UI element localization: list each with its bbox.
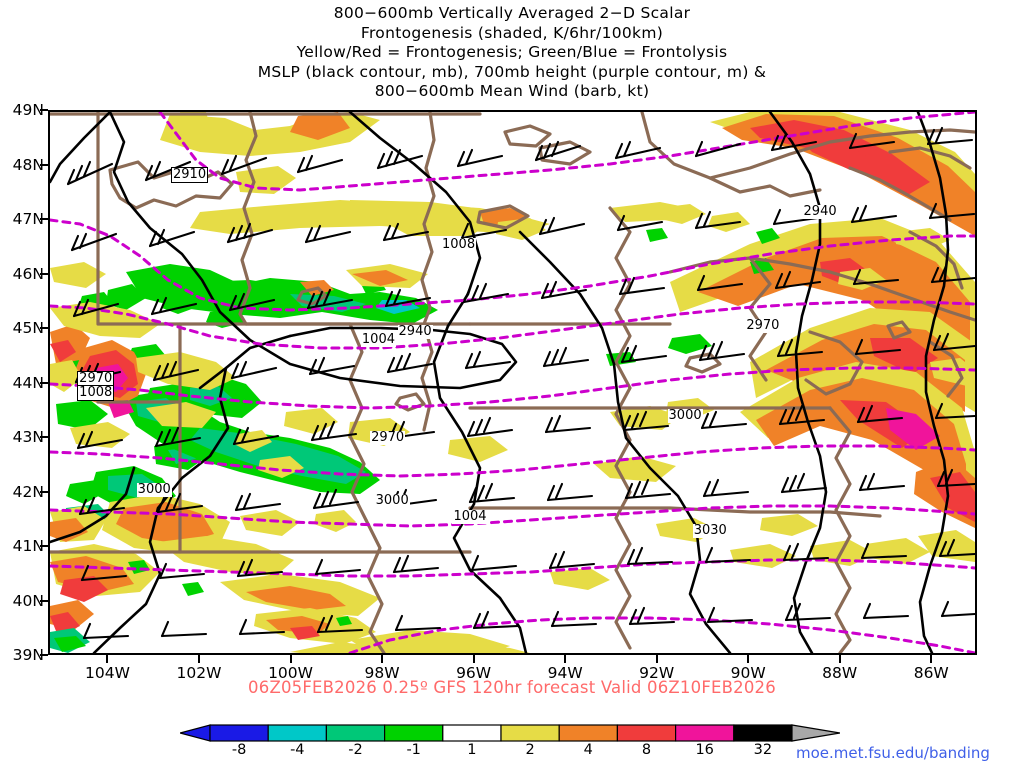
title-line-4: MSLP (black contour, mb), 700mb height (… bbox=[257, 62, 767, 81]
state-borders bbox=[50, 112, 975, 653]
y-axis-label: 44N bbox=[12, 373, 44, 392]
x-axis-tick bbox=[747, 655, 750, 663]
y-axis-label: 46N bbox=[12, 264, 44, 283]
y-axis-tick bbox=[40, 109, 48, 111]
colorbar-swatch[interactable] bbox=[558, 724, 619, 742]
colorbar-tick-label: -2 bbox=[348, 742, 363, 758]
colorbar[interactable]: -8 -4 -2 -1 1 2 4 8 16 32 bbox=[180, 722, 840, 766]
height-700mb-contours bbox=[50, 112, 975, 653]
y-axis-tick bbox=[40, 381, 48, 384]
x-axis-tick bbox=[472, 655, 475, 663]
colorbar-swatch[interactable] bbox=[384, 724, 444, 742]
colorbar-swatch[interactable] bbox=[442, 724, 502, 742]
y-axis-label: 45N bbox=[12, 319, 44, 337]
y-axis-tick bbox=[40, 327, 48, 329]
colorbar-tick-label: -1 bbox=[406, 742, 421, 758]
contour-label: 1004 bbox=[452, 509, 488, 525]
forecast-caption: 06Z05FEB2026 0.25º GFS 120hr forecast Va… bbox=[248, 678, 776, 697]
x-axis-tick bbox=[289, 655, 292, 663]
colorbar-tick-label: 4 bbox=[583, 742, 593, 758]
contour-label: 2970 bbox=[370, 430, 406, 445]
y-axis-tick bbox=[40, 163, 48, 166]
contour-label: 1008 bbox=[77, 384, 115, 401]
y-axis-tick bbox=[40, 545, 48, 547]
y-axis-label: 39N bbox=[12, 646, 44, 664]
contour-label: 3030 bbox=[692, 522, 728, 538]
chart-title-block: 800−600mb Vertically Averaged 2−D Scalar… bbox=[0, 0, 1024, 102]
frontogenesis-map bbox=[50, 112, 975, 653]
x-axis-tick bbox=[198, 655, 201, 663]
y-axis-label: 43N bbox=[12, 428, 44, 446]
y-axis-label: 42N bbox=[12, 482, 44, 501]
contour-label: 1008 bbox=[441, 236, 477, 252]
y-axis-tick bbox=[40, 599, 48, 602]
mslp-contours bbox=[50, 112, 950, 653]
x-axis: 104W 102W 100W 98W 96W 94W 92W 90W 88W 86W bbox=[0, 655, 1024, 682]
x-axis-tick bbox=[381, 655, 384, 663]
y-axis-label: 40N bbox=[12, 591, 44, 610]
y-axis-label: 48N bbox=[12, 155, 44, 174]
y-axis-label: 41N bbox=[12, 537, 44, 555]
title-line-5: 800−600mb Mean Wind (barb, kt) bbox=[374, 82, 650, 100]
x-axis-label: 88W bbox=[822, 664, 858, 682]
contour-label: 3000 bbox=[667, 408, 703, 424]
y-axis-label: 47N bbox=[12, 210, 44, 228]
x-axis-tick bbox=[655, 655, 658, 663]
contour-label: 2970 bbox=[745, 318, 781, 334]
y-axis-label: 49N bbox=[12, 101, 44, 119]
colorbar-tick-label: 32 bbox=[753, 742, 773, 758]
colorbar-swatch[interactable] bbox=[616, 724, 677, 742]
title-line-3: Yellow/Red = Frontogenesis; Green/Blue =… bbox=[296, 43, 728, 61]
y-axis-tick bbox=[40, 490, 48, 493]
colorbar-swatches bbox=[180, 724, 840, 742]
y-axis-tick bbox=[40, 654, 48, 656]
wind-barbs bbox=[66, 126, 975, 640]
colorbar-swatch[interactable] bbox=[675, 724, 735, 742]
colorbar-swatch[interactable] bbox=[325, 724, 386, 742]
colorbar-under-arrow bbox=[180, 724, 211, 742]
y-axis-tick bbox=[40, 218, 48, 220]
contour-label: 1004 bbox=[360, 331, 396, 347]
colorbar-swatch[interactable] bbox=[500, 724, 560, 742]
map-plot-area[interactable]: 2910 1008 2940 1004 2970 1008 2970 2940 2970 3000… bbox=[48, 110, 977, 655]
title-line-1: 800−600mb Vertically Averaged 2−D Scalar bbox=[333, 4, 691, 22]
contour-label: 3000 bbox=[374, 492, 410, 508]
x-axis-tick bbox=[564, 655, 567, 663]
contour-label: 2940 bbox=[397, 323, 433, 339]
colorbar-tick-label: 1 bbox=[467, 742, 477, 758]
x-axis-label: 94W bbox=[547, 664, 583, 682]
contour-label: 2940 bbox=[802, 203, 838, 219]
colorbar-swatch[interactable] bbox=[733, 724, 793, 742]
x-axis-label: 98W bbox=[364, 664, 400, 682]
title-line-2: Frontogenesis (shaded, K/6hr/100km) bbox=[360, 23, 664, 42]
colorbar-tick-label: -4 bbox=[290, 742, 305, 758]
x-axis-label: 96W bbox=[456, 664, 492, 682]
colorbar-tick-label: 8 bbox=[641, 742, 652, 758]
colorbar-swatch[interactable] bbox=[209, 724, 269, 742]
contour-label: 2970 bbox=[77, 371, 115, 388]
x-axis-label: 86W bbox=[913, 664, 949, 682]
colorbar-over-arrow bbox=[791, 724, 840, 742]
x-axis-label: 102W bbox=[176, 664, 222, 682]
x-axis-label: 104W bbox=[85, 664, 130, 682]
x-axis-tick bbox=[838, 655, 841, 663]
y-axis: 49N 48N 47N 46N 45N 44N 43N 42N 41N 40N 39N bbox=[0, 0, 48, 768]
colorbar-swatch[interactable] bbox=[267, 724, 327, 742]
x-axis-tick bbox=[106, 655, 109, 663]
x-axis-label: 90W bbox=[730, 664, 766, 682]
colorbar-tick-label: 16 bbox=[695, 742, 714, 758]
y-axis-tick bbox=[40, 436, 48, 438]
contour-label: 3000 bbox=[136, 481, 172, 497]
x-axis-label: 92W bbox=[639, 664, 675, 682]
x-axis-label: 100W bbox=[268, 664, 313, 682]
watermark-link[interactable]: moe.met.fsu.edu/banding bbox=[796, 744, 990, 762]
x-axis-tick bbox=[930, 655, 933, 663]
colorbar-tick-label: -8 bbox=[231, 742, 247, 758]
colorbar-tick-label: 2 bbox=[525, 742, 535, 758]
y-axis-tick bbox=[40, 272, 48, 275]
contour-label: 2910 bbox=[171, 166, 209, 183]
